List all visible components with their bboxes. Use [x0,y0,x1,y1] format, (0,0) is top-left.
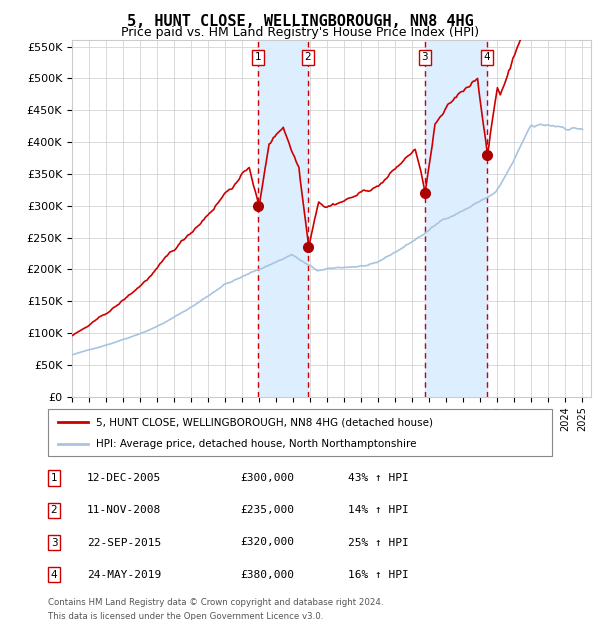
Text: Price paid vs. HM Land Registry's House Price Index (HPI): Price paid vs. HM Land Registry's House … [121,26,479,39]
Text: 5, HUNT CLOSE, WELLINGBOROUGH, NN8 4HG: 5, HUNT CLOSE, WELLINGBOROUGH, NN8 4HG [127,14,473,29]
Text: £380,000: £380,000 [240,570,294,580]
Text: 2: 2 [305,53,311,63]
Text: 1: 1 [255,53,262,63]
Text: 3: 3 [50,538,58,547]
Bar [425,40,487,397]
Text: 4: 4 [484,53,491,63]
Text: 22-SEP-2015: 22-SEP-2015 [87,538,161,547]
Text: 3: 3 [421,53,428,63]
Text: 2: 2 [50,505,58,515]
Text: £235,000: £235,000 [240,505,294,515]
Text: 5, HUNT CLOSE, WELLINGBOROUGH, NN8 4HG (detached house): 5, HUNT CLOSE, WELLINGBOROUGH, NN8 4HG (… [96,417,433,427]
Text: 11-NOV-2008: 11-NOV-2008 [87,505,161,515]
FancyBboxPatch shape [48,409,552,456]
Text: 4: 4 [50,570,58,580]
Text: This data is licensed under the Open Government Licence v3.0.: This data is licensed under the Open Gov… [48,612,323,620]
Text: 43% ↑ HPI: 43% ↑ HPI [348,473,409,483]
Text: 16% ↑ HPI: 16% ↑ HPI [348,570,409,580]
Text: 24-MAY-2019: 24-MAY-2019 [87,570,161,580]
Text: £300,000: £300,000 [240,473,294,483]
Text: 12-DEC-2005: 12-DEC-2005 [87,473,161,483]
Text: £320,000: £320,000 [240,538,294,547]
Text: HPI: Average price, detached house, North Northamptonshire: HPI: Average price, detached house, Nort… [96,439,416,449]
Text: 14% ↑ HPI: 14% ↑ HPI [348,505,409,515]
Text: 1: 1 [50,473,58,483]
Text: Contains HM Land Registry data © Crown copyright and database right 2024.: Contains HM Land Registry data © Crown c… [48,598,383,608]
Bar [259,40,308,397]
Text: 25% ↑ HPI: 25% ↑ HPI [348,538,409,547]
